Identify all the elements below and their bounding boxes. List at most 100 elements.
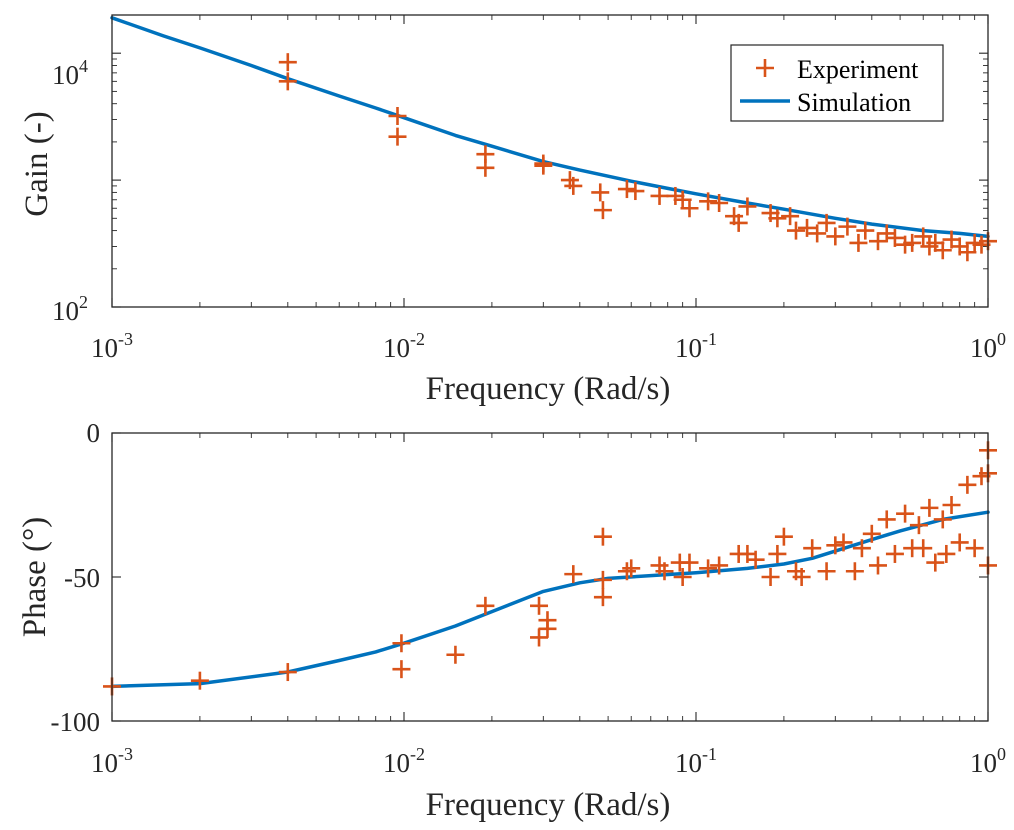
phase-experiment-point xyxy=(877,510,896,529)
phase-experiment-point xyxy=(190,671,209,690)
phase-xtick-exp: 0 xyxy=(997,744,1006,764)
gain-experiment-point xyxy=(738,197,757,216)
gain-experiment-point xyxy=(798,218,817,237)
phase-experiment-point xyxy=(909,516,928,535)
phase-experiment-point xyxy=(392,660,411,679)
legend-experiment-marker xyxy=(756,59,774,77)
gain-simulation-line xyxy=(110,16,990,239)
gain-xtick-exp: -1 xyxy=(702,329,717,349)
phase-experiment-point xyxy=(564,565,583,584)
gain-ytick-label-10e4: 104 xyxy=(52,56,88,90)
phase-experiment-point xyxy=(530,596,549,615)
gain-experiment-point xyxy=(593,201,612,220)
gain-experiment-point xyxy=(817,213,836,232)
gain-ytick-exp: 4 xyxy=(79,56,88,76)
gain-experiment-point xyxy=(849,233,868,252)
gain-xtick-base: 10 xyxy=(970,333,997,363)
gain-xtick-base: 10 xyxy=(91,333,118,363)
phase-experiment-point xyxy=(476,596,495,615)
phase-ytick-label-minus50: -50 xyxy=(64,563,100,593)
phase-experiment-point xyxy=(593,588,612,607)
phase-experiment-point xyxy=(792,568,811,586)
gain-experiment-point xyxy=(626,182,645,201)
gain-experiment-point xyxy=(926,233,945,252)
phase-chart: 0 -50 -100 10-3 10-2 10-1 100 Frequency … xyxy=(17,418,1006,823)
phase-experiment-point xyxy=(655,562,674,581)
phase-experiment-point xyxy=(710,556,729,575)
phase-xtick-label-1e0: 100 xyxy=(970,744,1006,778)
phase-ytick-label-0: 0 xyxy=(87,418,101,448)
phase-experiment-point xyxy=(774,527,793,546)
gain-experiment-point xyxy=(856,221,875,240)
phase-xtick-label-1e-1: 10-1 xyxy=(675,744,717,778)
phase-experiment-point xyxy=(868,556,887,575)
gain-experiment-point xyxy=(903,233,922,252)
gain-y-axis-label: Gain (-) xyxy=(19,111,55,216)
legend-box xyxy=(730,44,944,122)
gain-experiment-point xyxy=(534,156,553,175)
phase-experiment-point xyxy=(950,533,969,552)
gain-experiment-point xyxy=(699,192,718,211)
phase-experiment-point xyxy=(803,539,822,558)
phase-xtick-label-1e-2: 10-2 xyxy=(383,744,425,778)
phase-experiment-point xyxy=(538,619,557,638)
gain-experiment-point xyxy=(278,72,297,91)
phase-experiment-point xyxy=(622,559,641,578)
gain-ytick-label-10e2: 102 xyxy=(52,292,88,326)
gain-xtick-exp: 0 xyxy=(997,329,1006,349)
phase-experiment-point xyxy=(617,562,636,581)
phase-experiment-markers xyxy=(103,441,997,696)
phase-experiment-point xyxy=(834,533,853,552)
phase-experiment-point xyxy=(278,663,297,682)
gain-experiment-point xyxy=(877,224,896,243)
gain-ytick-base: 10 xyxy=(52,60,79,90)
gain-ytick-base: 10 xyxy=(52,296,79,326)
gain-experiment-point xyxy=(729,213,748,232)
phase-xtick-exp: -3 xyxy=(118,744,133,764)
phase-experiment-point xyxy=(673,568,692,586)
phase-experiment-point xyxy=(845,562,864,581)
phase-experiment-point xyxy=(926,553,945,572)
gain-xtick-base: 10 xyxy=(383,333,410,363)
gain-xtick-exp: -2 xyxy=(410,329,425,349)
phase-axes-box xyxy=(111,432,989,722)
legend-simulation-label: Simulation xyxy=(797,88,911,117)
phase-xtick-base: 10 xyxy=(91,748,118,778)
gain-xtick-base: 10 xyxy=(675,333,702,363)
gain-xtick-label-1e-1: 10-1 xyxy=(675,329,717,363)
phase-minor-ticks xyxy=(199,433,976,721)
phase-xtick-base: 10 xyxy=(383,748,410,778)
gain-experiment-point xyxy=(278,53,297,72)
phase-experiment-point xyxy=(593,527,612,546)
gain-experiment-point xyxy=(786,221,805,240)
phase-experiment-point xyxy=(699,559,718,578)
phase-experiment-point xyxy=(768,544,787,563)
phase-experiment-point xyxy=(862,524,881,543)
phase-xtick-base: 10 xyxy=(675,748,702,778)
legend-experiment-plus xyxy=(756,59,774,77)
gain-experiment-point xyxy=(591,183,610,202)
phase-x-axis-label: Frequency (Rad/s) xyxy=(426,787,671,823)
phase-experiment-point xyxy=(530,628,549,647)
gain-experiment-point xyxy=(680,199,699,218)
phase-experiment-point xyxy=(746,550,765,569)
gain-experiment-point xyxy=(826,227,845,246)
legend: Experiment Simulation xyxy=(730,44,944,122)
gain-experiment-markers xyxy=(278,53,997,262)
phase-xtick-exp: -2 xyxy=(410,744,425,764)
gain-experiment-point xyxy=(388,106,407,125)
gain-experiment-point xyxy=(768,209,787,228)
phase-xtick-base: 10 xyxy=(970,748,997,778)
gain-x-axis-label: Frequency (Rad/s) xyxy=(426,371,671,407)
gain-experiment-point xyxy=(388,127,407,146)
phase-experiment-point xyxy=(920,498,939,517)
phase-experiment-point xyxy=(593,570,612,589)
gain-experiment-point xyxy=(885,228,904,247)
gain-axes-box xyxy=(111,14,989,308)
gain-xtick-label-1e0: 100 xyxy=(970,329,1006,363)
gain-experiment-point xyxy=(914,227,933,246)
phase-experiment-point xyxy=(761,568,780,586)
phase-experiment-point xyxy=(958,475,977,494)
gain-chart: 104 102 10-3 10-2 10-1 100 Frequency (Ra… xyxy=(19,14,1006,407)
